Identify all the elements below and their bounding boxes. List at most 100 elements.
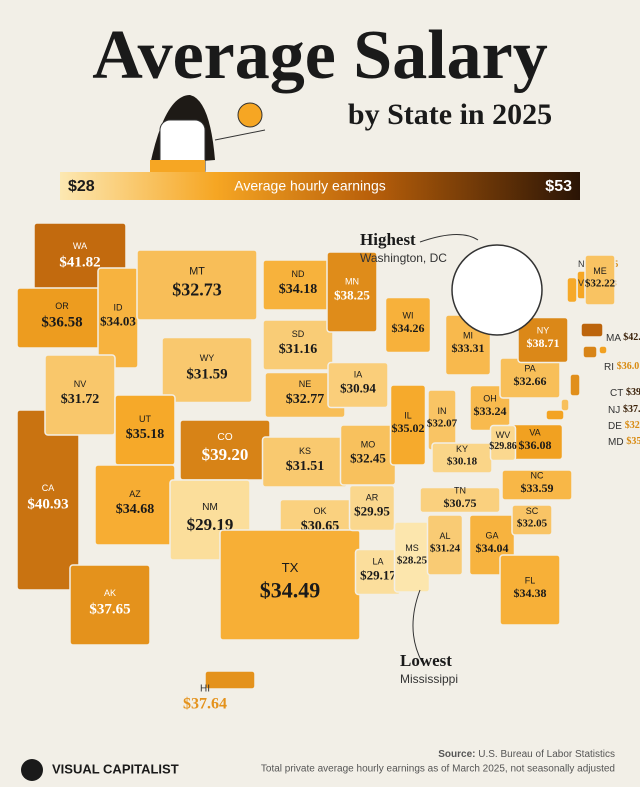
state-abbr: MD <box>608 437 624 448</box>
state <box>580 322 604 338</box>
state-abbr: PA <box>524 363 535 373</box>
state-abbr: IA <box>354 370 363 380</box>
logo <box>21 759 43 781</box>
state <box>384 296 432 354</box>
state-abbr: DE <box>608 421 622 432</box>
state <box>499 554 561 626</box>
state-value: $36.08 <box>519 438 552 452</box>
state-value: $35.86 <box>626 436 640 447</box>
state-abbr: AR <box>366 493 379 503</box>
state-value: $30.94 <box>340 381 376 396</box>
state-abbr: MN <box>345 277 359 287</box>
state-abbr: TX <box>282 560 299 575</box>
state-value: $41.82 <box>59 255 100 271</box>
state-value: $37.65 <box>89 602 130 618</box>
state-value: $33.31 <box>452 341 485 355</box>
state-value: $29.19 <box>187 515 234 534</box>
state-abbr: WA <box>73 241 87 251</box>
state-value: $33.59 <box>521 481 554 495</box>
state-abbr: SD <box>292 329 305 339</box>
highest-place: Washington, DC <box>360 251 447 265</box>
title: Average Salary <box>92 17 548 94</box>
state-value: $34.38 <box>514 586 547 600</box>
state-abbr: WI <box>403 310 414 320</box>
state-abbr: IN <box>438 406 447 416</box>
state-value: $35.02 <box>392 421 425 435</box>
state-value: $31.59 <box>186 367 227 383</box>
state <box>569 373 581 397</box>
state-abbr: CO <box>217 432 232 443</box>
state-value: $35.18 <box>126 427 165 442</box>
state-value: $32.07 <box>427 417 458 429</box>
lowest-place: Mississippi <box>400 672 458 686</box>
state-abbr: NM <box>202 502 218 513</box>
state-abbr: WY <box>200 353 215 363</box>
state-value: $39.20 <box>202 445 249 464</box>
state-abbr: TN <box>454 485 466 495</box>
state-abbr: KS <box>299 446 311 456</box>
state-value: $31.24 <box>430 542 461 554</box>
legend-caption: Average hourly earnings <box>234 178 386 194</box>
state-abbr: OK <box>313 506 326 516</box>
state-abbr: MI <box>463 330 473 340</box>
state-value: $32.66 <box>514 374 547 388</box>
state-abbr: OR <box>55 301 69 311</box>
state-abbr: AL <box>439 531 450 541</box>
state-abbr: MT <box>189 265 205 277</box>
lowest-title: Lowest <box>400 651 452 670</box>
state-value: $34.26 <box>392 321 425 335</box>
state-value: $42.50 <box>623 332 640 343</box>
state-abbr: NC <box>531 470 544 480</box>
state-abbr: IL <box>404 410 412 420</box>
legend-max: $53 <box>545 178 572 195</box>
state-abbr: RI <box>604 362 614 373</box>
state-value: $32.45 <box>350 451 386 466</box>
state-abbr: MS <box>405 543 419 553</box>
state-abbr: GA <box>485 530 498 540</box>
state <box>326 251 378 333</box>
state-value: $30.18 <box>447 455 478 467</box>
state-value: $40.93 <box>27 497 68 513</box>
state-abbr: ID <box>114 303 124 313</box>
state-abbr: MO <box>361 440 376 450</box>
state-value: $29.17 <box>360 568 396 583</box>
state-abbr: CA <box>42 483 55 493</box>
state <box>598 345 608 355</box>
state-abbr: VA <box>529 427 540 437</box>
state <box>44 354 116 436</box>
note: Total private average hourly earnings as… <box>261 764 615 775</box>
state <box>545 409 565 421</box>
state-value: $34.68 <box>116 502 155 517</box>
state-value: $32.05 <box>517 517 548 529</box>
state-abbr: SC <box>526 506 539 516</box>
state-value: $29.95 <box>354 504 390 519</box>
state-label: MD $35.86 <box>608 436 640 447</box>
state-label: MA $42.50 <box>606 332 640 343</box>
state <box>489 424 517 462</box>
state <box>517 316 569 364</box>
state-value: $34.18 <box>279 282 318 297</box>
state-abbr: NJ <box>608 405 620 416</box>
state-abbr: CT <box>610 388 623 399</box>
state <box>327 361 389 409</box>
state-abbr: NY <box>537 325 550 335</box>
state-abbr: OH <box>483 393 497 403</box>
state-value: $29.86 <box>489 441 517 452</box>
state-value: $32.73 <box>172 279 222 299</box>
state-abbr: LA <box>372 557 383 567</box>
legend-min: $28 <box>68 178 95 195</box>
state-value: $39.08 <box>626 387 640 398</box>
state <box>69 564 151 646</box>
state-value: $36.01 <box>617 361 640 372</box>
state-label: RI $36.01 <box>604 361 640 372</box>
state <box>389 384 427 466</box>
state-value: $34.03 <box>100 314 136 329</box>
state-abbr: NE <box>299 379 312 389</box>
state-abbr: HI <box>200 684 210 695</box>
state <box>136 249 258 321</box>
state-value: $31.16 <box>279 342 318 357</box>
state <box>511 504 553 536</box>
state-abbr: UT <box>139 414 151 424</box>
